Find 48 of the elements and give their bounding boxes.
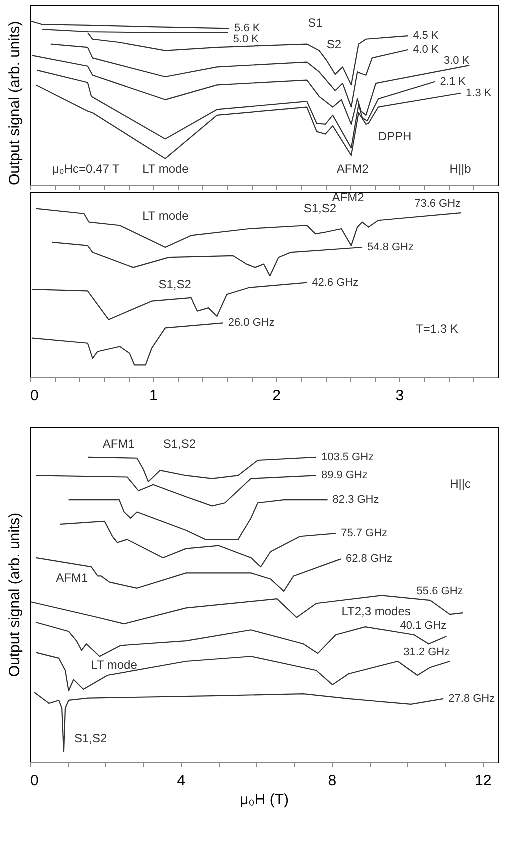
series-label: 1.3 K xyxy=(466,87,492,100)
series-label: 27.8 GHz xyxy=(448,692,496,705)
series-label: 42.6 GHz xyxy=(312,276,359,289)
annotation: S1,S2 xyxy=(158,278,192,292)
series-label: 5.6 K xyxy=(234,22,261,35)
series-label: 31.2 GHz xyxy=(404,646,450,658)
annotation: AFM1 xyxy=(56,570,88,585)
x-tick-label: 4 xyxy=(177,772,186,790)
annotation: S1,S2 xyxy=(74,732,108,746)
annotation: LT mode xyxy=(142,162,190,176)
series-label: 75.7 GHz xyxy=(341,528,388,540)
text: AFM1 xyxy=(102,436,136,451)
series-label: 2.1 K xyxy=(440,76,467,88)
x-tick-label: 8 xyxy=(328,772,337,790)
series-label: 26.0 GHz xyxy=(228,317,275,330)
series-label: 89.9 GHz xyxy=(321,470,368,482)
annotation: H||b xyxy=(450,162,472,176)
series-label: 55.6 GHz xyxy=(416,586,464,598)
annotation: S1 xyxy=(308,16,324,30)
series-label: 4.0 K xyxy=(413,44,440,56)
annotation: AFM2 xyxy=(336,162,370,176)
x-tick-label: 0 xyxy=(30,388,39,404)
annotation: S2 xyxy=(326,38,342,52)
series-label: 4.5 K xyxy=(413,30,440,42)
y-axis-title: Output signal (arb. units) xyxy=(6,21,24,186)
annotation: H||c xyxy=(450,476,472,491)
x-tick-label: 2 xyxy=(272,388,281,404)
series-label: 40.1 GHz xyxy=(400,620,447,632)
x-tick-label: 1 xyxy=(149,388,158,404)
series-label: 3.0 K xyxy=(444,55,470,67)
annotation: μ₀Hc=0.47 T xyxy=(52,162,121,176)
text: S1,S2 xyxy=(163,436,196,451)
annotation: LT2,3 modes xyxy=(342,604,411,618)
annotation: LT mode xyxy=(91,658,138,672)
series-label: 73.6 GHz xyxy=(414,198,462,210)
series-label: 103.5 GHz xyxy=(321,451,374,464)
annotation: LT mode xyxy=(142,209,190,224)
series-label: 62.8 GHz xyxy=(346,553,392,566)
x-tick-label: 3 xyxy=(396,388,404,404)
series-label: 54.8 GHz xyxy=(368,242,414,254)
y-axis-title: Output signal (arb. units) xyxy=(6,512,24,678)
series-label: 5.0 K xyxy=(233,34,260,46)
x-tick-label: 0 xyxy=(30,772,39,790)
annotation: T=1.3 K xyxy=(416,322,458,336)
annotation: DPPH xyxy=(378,129,412,144)
x-axis-title: μ₀H (T) xyxy=(240,792,290,808)
x-tick-label: 12 xyxy=(475,772,492,790)
series-label: 82.3 GHz xyxy=(332,494,380,506)
